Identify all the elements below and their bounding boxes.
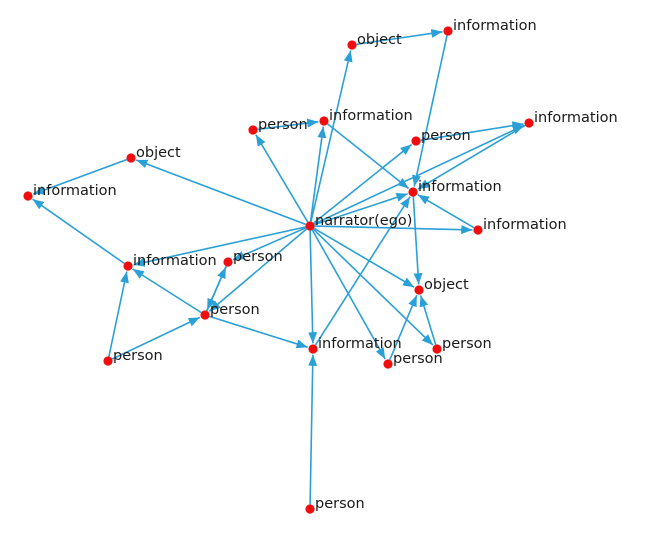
node-label: person xyxy=(393,351,443,367)
edge-info_right_lower-to-info_center_right xyxy=(417,194,475,229)
edge-info_far_right-to-info_center_right xyxy=(417,124,526,190)
edge-person_lower_mid-to-object_right xyxy=(389,294,418,361)
edge-narrator-to-object_top xyxy=(310,50,353,222)
edge-narrator-to-person_lower_mid xyxy=(311,229,386,360)
edge-narrator-to-info_right_lower xyxy=(314,225,473,235)
edge-narrator-to-person_hub xyxy=(208,228,308,313)
node-person_lower_right[interactable]: person xyxy=(432,336,492,354)
node-dot[interactable] xyxy=(473,225,483,235)
edge-narrator-to-object_left xyxy=(135,159,306,226)
node-label: information xyxy=(33,183,117,199)
node-info_right_lower[interactable]: information xyxy=(473,217,567,235)
edge-person_bottom_left-to-info_mid_left xyxy=(108,271,129,357)
node-dot[interactable] xyxy=(414,285,424,295)
node-dot[interactable] xyxy=(411,136,421,146)
node-dot[interactable] xyxy=(524,118,534,128)
edge-narrator-to-info_far_right xyxy=(313,124,525,225)
node-person_lower_mid[interactable]: person xyxy=(383,351,443,369)
node-label: object xyxy=(136,145,181,161)
node-label: person xyxy=(315,496,365,512)
node-label: information xyxy=(453,18,537,34)
node-label: information xyxy=(483,217,567,233)
node-label: narrator(ego) xyxy=(315,213,412,229)
edge-info_center_right-to-object_right xyxy=(412,196,423,285)
node-label: person xyxy=(442,336,492,352)
node-person_mid_top[interactable]: person xyxy=(248,117,308,135)
edge-narrator-to-person_right xyxy=(313,143,413,224)
node-person_hub[interactable]: person xyxy=(200,302,260,320)
node-dot[interactable] xyxy=(126,153,136,163)
node-label: information xyxy=(318,336,402,352)
node-dot[interactable] xyxy=(408,187,418,197)
node-info_mid_left[interactable]: information xyxy=(123,253,217,271)
edge-narrator-to-object_right xyxy=(313,227,415,288)
edge-narrator-to-info_mid_left xyxy=(133,226,306,267)
edge-object_left-to-info_left xyxy=(33,158,127,195)
node-dot[interactable] xyxy=(123,261,133,271)
node-dot[interactable] xyxy=(432,344,442,354)
edge-narrator-to-person_small xyxy=(232,227,307,261)
node-object_right[interactable]: object xyxy=(414,277,469,295)
node-dot[interactable] xyxy=(248,125,258,135)
edge-person_hub-to-info_bottom xyxy=(209,315,308,349)
edge-person_bottom-to-info_bottom xyxy=(308,354,318,505)
node-label: information xyxy=(418,179,502,195)
node-dot[interactable] xyxy=(305,221,315,231)
node-dot[interactable] xyxy=(305,504,315,514)
node-person_bottom_left[interactable]: person xyxy=(103,348,163,366)
edge-narrator-to-person_lower_right xyxy=(312,228,434,346)
node-dot[interactable] xyxy=(223,257,233,267)
edge-person_right-to-info_far_right xyxy=(420,121,524,142)
node-label: information xyxy=(534,110,618,126)
edge-person_mid_top-to-info_mid_top xyxy=(257,118,319,131)
node-dot[interactable] xyxy=(443,26,453,36)
node-person_right[interactable]: person xyxy=(411,128,471,146)
nodes-layer: narrator(ego)objectinformationpersoninfo… xyxy=(23,18,618,514)
node-info_left[interactable]: information xyxy=(23,183,117,201)
node-label: person xyxy=(113,348,163,364)
node-info_mid_top[interactable]: information xyxy=(319,108,413,126)
node-label: person xyxy=(233,249,283,265)
node-dot[interactable] xyxy=(200,310,210,320)
edge-narrator-to-info_center_right xyxy=(314,193,408,226)
node-label: object xyxy=(424,277,469,293)
node-label: person xyxy=(210,302,260,318)
node-person_bottom[interactable]: person xyxy=(305,496,365,514)
edge-narrator-to-info_mid_top xyxy=(309,126,327,222)
node-narrator[interactable]: narrator(ego) xyxy=(305,213,412,231)
node-dot[interactable] xyxy=(23,191,33,201)
edge-person_lower_right-to-object_right xyxy=(419,295,437,345)
edge-object_top-to-info_top_right xyxy=(356,28,443,46)
edge-narrator-to-person_mid_top xyxy=(255,134,309,223)
node-dot[interactable] xyxy=(347,40,357,50)
edge-person_bottom_left-to-person_hub xyxy=(111,316,201,360)
node-dot[interactable] xyxy=(383,359,393,369)
node-info_top_right[interactable]: information xyxy=(443,18,537,36)
node-label: person xyxy=(421,128,471,144)
node-person_small[interactable]: person xyxy=(223,249,283,267)
edge-info_bottom-to-info_center_right xyxy=(314,196,411,346)
node-label: person xyxy=(258,117,308,133)
edge-info_top_right-to-info_center_right xyxy=(412,35,448,187)
edge-narrator-to-info_bottom xyxy=(308,230,318,344)
node-label: object xyxy=(357,32,402,48)
node-dot[interactable] xyxy=(319,116,329,126)
node-dot[interactable] xyxy=(103,356,113,366)
node-object_left[interactable]: object xyxy=(126,145,181,163)
edge-info_mid_left-to-info_left xyxy=(32,198,125,265)
node-info_far_right[interactable]: information xyxy=(524,110,618,128)
edge-info_mid_top-to-info_center_right xyxy=(327,123,410,190)
node-dot[interactable] xyxy=(308,344,318,354)
node-object_top[interactable]: object xyxy=(347,32,402,50)
edge-person_hub-to-info_mid_left xyxy=(132,268,202,314)
node-label: information xyxy=(133,253,217,269)
edges-layer xyxy=(32,28,526,505)
node-info_bottom[interactable]: information xyxy=(308,336,402,354)
node-info_center_right[interactable]: information xyxy=(408,179,502,197)
node-label: information xyxy=(329,108,413,124)
edge-person_small-to-person_hub xyxy=(206,265,227,311)
